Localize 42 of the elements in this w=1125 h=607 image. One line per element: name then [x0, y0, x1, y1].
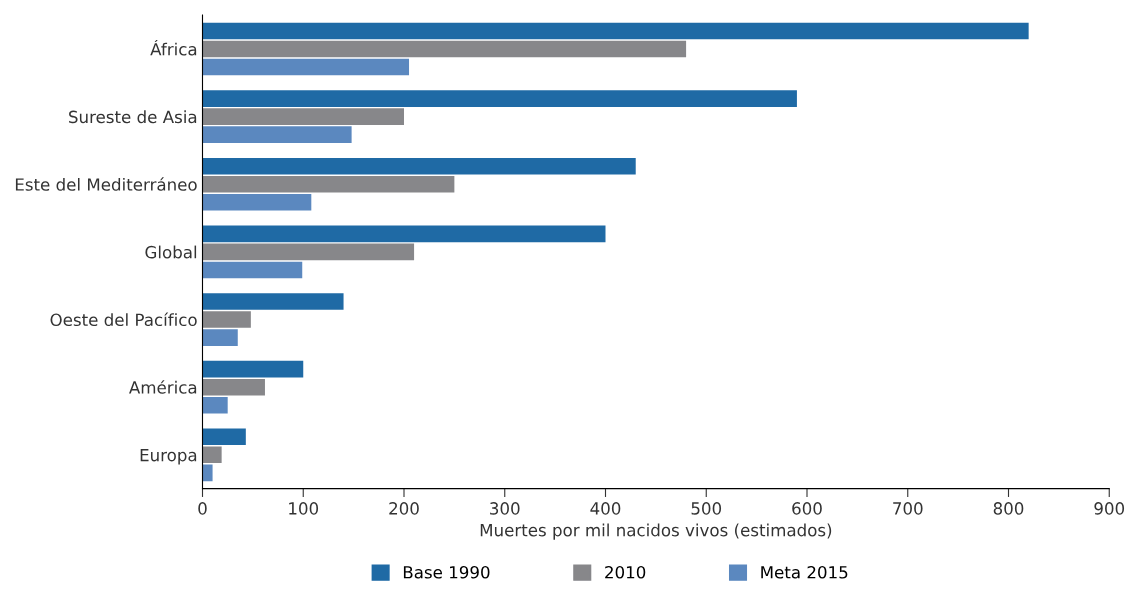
- bar: [202, 428, 246, 446]
- y-tick-label: Oeste del Pacífico: [50, 312, 197, 327]
- bar: [202, 108, 404, 125]
- y-tick-label: Sureste de Asia: [69, 110, 197, 124]
- bar: [202, 194, 312, 211]
- bar: [202, 22, 1029, 40]
- bar: [202, 396, 228, 414]
- y-tick-label: Global: [145, 245, 197, 259]
- bar: [202, 293, 344, 310]
- x-tick-label: 100: [289, 502, 319, 515]
- bar: [202, 261, 303, 279]
- bar: [202, 90, 797, 107]
- bar: [202, 378, 265, 396]
- x-tick-label: 500: [691, 502, 722, 515]
- bar: [202, 175, 455, 193]
- bar: [202, 225, 606, 243]
- y-tick-label: Europa: [140, 449, 197, 465]
- bar: [202, 58, 410, 76]
- bar: [202, 360, 304, 378]
- legend-label: Base 1990: [403, 565, 490, 579]
- legend-label: 2010: [605, 565, 646, 579]
- bar: [202, 40, 687, 58]
- bar: [202, 464, 213, 482]
- bar: [202, 329, 238, 346]
- x-tick-label: 900: [1094, 502, 1125, 515]
- x-tick-label: 600: [792, 502, 822, 515]
- y-tick-label: África: [150, 39, 197, 56]
- x-tick-label: 700: [893, 502, 923, 515]
- y-tick-label: Este del Mediterráneo: [15, 177, 197, 191]
- x-axis-title: Muertes por mil nacidos vivos (estimados): [480, 523, 832, 540]
- x-tick-label: 800: [993, 502, 1024, 515]
- x-tick-label: 400: [590, 502, 621, 515]
- bar: [202, 311, 251, 328]
- y-tick-label: América: [129, 380, 197, 394]
- bar: [202, 243, 415, 261]
- legend-label: Meta 2015: [761, 565, 848, 579]
- bar: [202, 157, 636, 175]
- bar: [202, 126, 352, 143]
- bar: [202, 446, 222, 464]
- x-tick-label: 200: [389, 502, 419, 515]
- x-tick-label: 0: [198, 502, 207, 515]
- x-tick-label: 300: [490, 502, 520, 515]
